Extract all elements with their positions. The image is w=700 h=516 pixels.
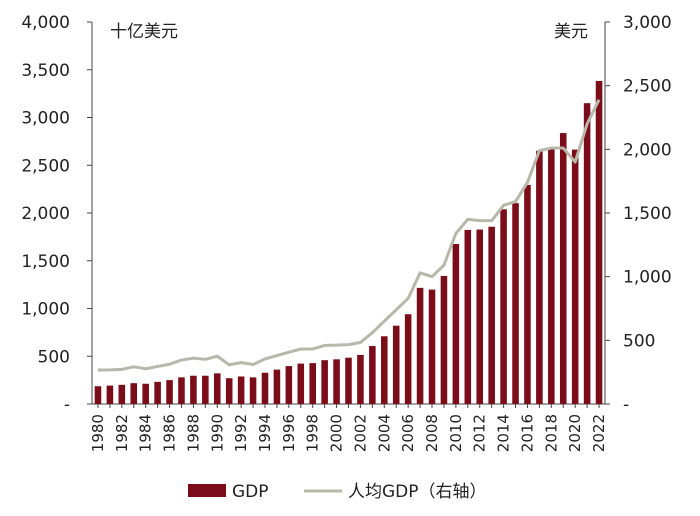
right-tick-label: 500 xyxy=(623,331,655,351)
x-tick-label: 1994 xyxy=(256,414,274,452)
x-tick-label: 2006 xyxy=(399,414,417,452)
x-tick-label: 1990 xyxy=(208,414,226,452)
gdp-bar xyxy=(464,229,472,404)
right-tick-label: 2,500 xyxy=(623,77,672,97)
x-tick-label: 2022 xyxy=(590,414,608,452)
gdp-bar xyxy=(321,360,328,404)
x-tick-label: 2002 xyxy=(351,414,369,452)
left-tick-label: 2,000 xyxy=(21,204,70,224)
x-tick-label: 1986 xyxy=(161,414,179,452)
gdp-bar xyxy=(500,209,507,404)
gdp-bar xyxy=(333,359,340,404)
left-axis: - 500 1,000 1,500 2,000 2,500 3,000 3,500 4,000 xyxy=(21,13,92,415)
gdp-bar xyxy=(559,133,567,404)
gdp-bar xyxy=(571,149,579,404)
left-tick-label: 1,000 xyxy=(21,300,70,320)
right-unit-label: 美元 xyxy=(554,22,588,42)
legend: GDP 人均GDP（右轴） xyxy=(188,482,487,502)
gdp-bar xyxy=(416,287,424,404)
gdp-bars xyxy=(94,80,603,405)
gdp-bar xyxy=(237,376,245,404)
gdp-bar xyxy=(357,354,364,404)
gdp-bar xyxy=(583,103,591,405)
x-tick-label: 2008 xyxy=(423,414,441,452)
left-tick-label: 1,500 xyxy=(21,252,70,272)
gdp-bar xyxy=(225,378,233,404)
x-tick-label: 2020 xyxy=(566,414,584,452)
legend-label-per-capita: 人均GDP（右轴） xyxy=(348,482,487,502)
right-tick-label: 3,000 xyxy=(623,13,672,33)
per-capita-line-layer xyxy=(97,99,601,372)
x-tick-label: 1982 xyxy=(113,414,131,452)
gdp-bar xyxy=(202,375,209,404)
gdp-bar xyxy=(512,203,519,404)
x-tick-label: 2014 xyxy=(495,414,513,452)
legend-label-gdp: GDP xyxy=(232,482,269,502)
gdp-bar xyxy=(273,369,281,404)
left-tick-label: 3,000 xyxy=(21,109,70,129)
x-axis: 1980 1982 1984 1986 1988 1990 1992 1994 1996 1998… xyxy=(89,404,608,452)
gdp-bar xyxy=(154,381,161,404)
gdp-bar xyxy=(285,366,293,404)
gdp-bar xyxy=(249,377,257,404)
x-tick-label: 2000 xyxy=(328,414,346,452)
x-tick-label: 2004 xyxy=(375,414,393,452)
left-tick-label: 2,500 xyxy=(21,156,70,176)
gdp-bar xyxy=(524,184,531,404)
gdp-bar xyxy=(94,386,102,404)
x-tick-label: 1996 xyxy=(280,414,298,452)
gdp-bar xyxy=(476,229,484,404)
gdp-bar xyxy=(345,357,352,404)
gdp-bar xyxy=(428,289,436,404)
x-tick-label: 1980 xyxy=(89,414,107,452)
right-tick-label: - xyxy=(623,395,629,415)
gdp-bar xyxy=(118,384,126,404)
x-tick-label: 1984 xyxy=(137,414,155,452)
gdp-bar xyxy=(440,275,448,404)
gdp-bar xyxy=(166,380,173,404)
gdp-bar xyxy=(297,363,305,404)
gdp-bar xyxy=(488,226,495,404)
x-tick-label: 2018 xyxy=(542,414,560,452)
gdp-bar xyxy=(548,148,555,404)
left-tick-label: - xyxy=(64,395,70,415)
left-unit-label: 十亿美元 xyxy=(110,22,178,42)
gdp-bar xyxy=(404,314,412,404)
x-tick-label: 1988 xyxy=(184,414,202,452)
gdp-bar xyxy=(106,385,114,404)
right-tick-label: 1,000 xyxy=(623,268,672,288)
gdp-bar xyxy=(369,346,376,404)
x-tick-label: 2012 xyxy=(471,414,489,452)
gdp-bar xyxy=(178,377,185,404)
x-tick-label: 2016 xyxy=(518,414,536,452)
gdp-bar xyxy=(392,325,400,404)
right-tick-label: 1,500 xyxy=(623,204,672,224)
left-tick-label: 4,000 xyxy=(21,13,70,33)
gdp-bar xyxy=(381,336,388,404)
x-tick-label: 2010 xyxy=(447,414,465,452)
gdp-bar xyxy=(190,375,197,404)
left-tick-label: 3,500 xyxy=(21,61,70,81)
gdp-bar xyxy=(452,243,460,404)
gdp-bar xyxy=(595,80,603,405)
gdp-bar xyxy=(213,373,221,404)
per-capita-gdp-line xyxy=(97,99,601,372)
gdp-bar xyxy=(309,363,316,404)
right-axis: - 500 1,000 1,500 2,000 2,500 3,000 xyxy=(605,13,672,415)
left-tick-label: 500 xyxy=(38,347,70,367)
gdp-bar xyxy=(130,383,138,404)
gdp-bar xyxy=(142,383,149,404)
right-tick-label: 2,000 xyxy=(623,140,672,160)
gdp-bar xyxy=(536,150,543,404)
gdp-bar xyxy=(261,372,269,404)
x-tick-label: 1998 xyxy=(304,414,322,452)
legend-swatch-gdp xyxy=(188,484,226,497)
x-tick-label: 1992 xyxy=(232,414,250,452)
